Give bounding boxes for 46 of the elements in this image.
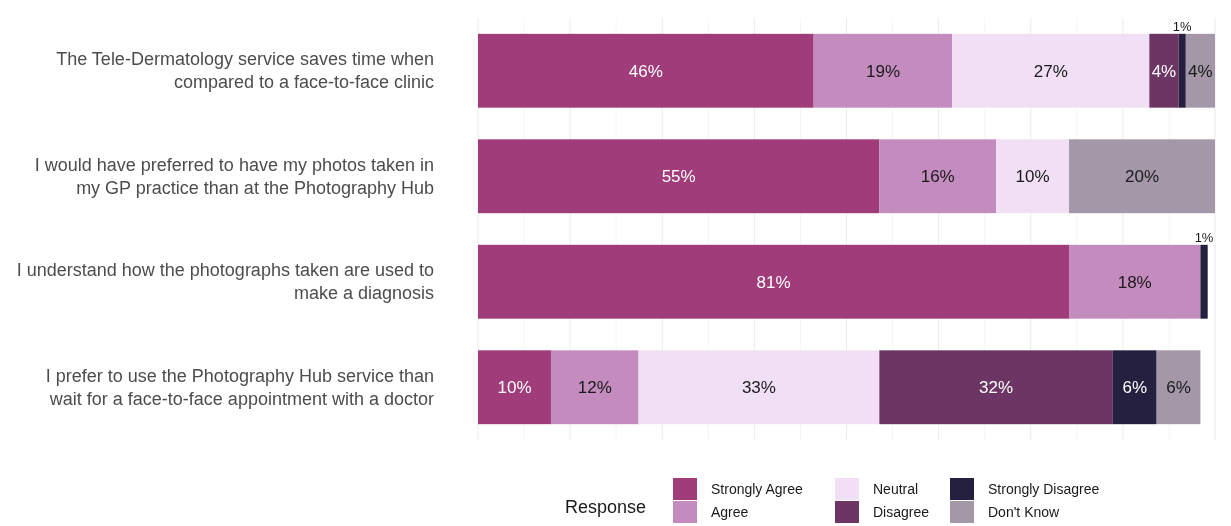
bar <box>1069 244 1201 319</box>
bar <box>1185 33 1215 108</box>
bar <box>1200 244 1208 319</box>
data-label: 10% <box>1015 167 1050 187</box>
bar <box>478 350 551 425</box>
data-label: 33% <box>741 378 776 398</box>
bar <box>478 244 1070 319</box>
bar <box>813 33 953 108</box>
data-label: 16% <box>920 167 955 187</box>
bar <box>550 350 639 425</box>
data-label: 81% <box>756 272 791 292</box>
data-label: 6% <box>1122 378 1148 398</box>
bar <box>1069 139 1215 214</box>
data-label: 4% <box>1188 61 1213 81</box>
bar <box>879 350 1113 425</box>
y-tick-label: I would have preferred to have my photos taken in my GP practice than at the Photography Hub <box>34 154 434 198</box>
bar <box>1149 33 1179 108</box>
legend-title: Response <box>565 497 647 517</box>
y-tick-label: I prefer to use the Photography Hub service than wait for a face-to-face appointment with a doctor <box>45 365 434 409</box>
bar <box>1156 350 1201 425</box>
data-label: 55% <box>661 167 696 187</box>
legend-label: Agree <box>711 504 749 520</box>
data-label: 6% <box>1166 378 1191 398</box>
legend-label: Don't Know <box>988 504 1061 520</box>
bar <box>478 139 880 214</box>
bar <box>1112 350 1157 425</box>
legend-label: Strongly Agree <box>711 481 804 497</box>
legend-label: Disagree <box>873 504 930 520</box>
y-tick-label: The Tele-Dermatology service saves time when compared to a face-to-face clinic <box>56 49 434 93</box>
data-label: 4% <box>1151 61 1177 81</box>
data-label: 32% <box>979 378 1014 398</box>
data-label: 46% <box>628 61 663 81</box>
data-label: 12% <box>577 378 612 398</box>
data-label: 20% <box>1125 167 1160 187</box>
data-label: 19% <box>865 61 900 81</box>
data-label: 1% <box>1172 18 1192 34</box>
data-label: 27% <box>1033 61 1068 81</box>
bar <box>1178 33 1186 108</box>
legend-label: Neutral <box>873 481 919 497</box>
data-label: 1% <box>1194 229 1214 245</box>
y-tick-label: I understand how the photographs taken are used to make a diagnosis <box>16 260 434 304</box>
data-label: 10% <box>497 378 532 398</box>
bar <box>879 139 997 214</box>
bar <box>478 33 814 108</box>
data-label: 18% <box>1117 272 1152 292</box>
legend-label: Strongly Disagree <box>988 481 1100 497</box>
